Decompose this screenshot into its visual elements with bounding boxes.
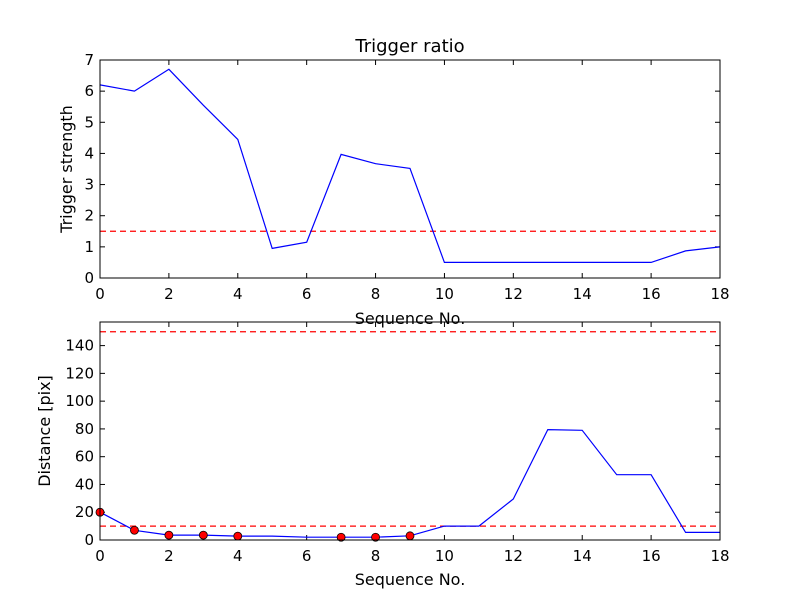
data-point-marker xyxy=(164,530,174,540)
y-tick-label: 40 xyxy=(75,475,94,493)
x-tick-label: 14 xyxy=(573,285,592,303)
plot-frame xyxy=(99,59,721,279)
y-tick-label: 20 xyxy=(75,503,94,521)
x-tick-label: 18 xyxy=(710,285,729,303)
y-tick-label: 1 xyxy=(84,238,94,256)
y-axis-label: Trigger strength xyxy=(57,105,76,234)
data-point-marker xyxy=(336,532,346,542)
data-point-marker xyxy=(233,531,243,541)
y-tick-label: 6 xyxy=(84,82,94,100)
x-tick-label: 18 xyxy=(710,547,729,565)
series-line xyxy=(99,68,721,263)
x-tick-label: 8 xyxy=(371,285,381,303)
data-point-marker xyxy=(130,525,139,535)
x-tick-label: 10 xyxy=(435,547,454,565)
x-tick-label: 6 xyxy=(302,285,312,303)
x-axis-label: Sequence No. xyxy=(355,309,466,328)
x-tick-label: 0 xyxy=(95,547,105,565)
y-tick-label: 4 xyxy=(84,144,94,162)
y-axis-label: Distance [pix] xyxy=(35,375,54,487)
y-tick-label: 60 xyxy=(75,448,94,466)
x-tick-label: 0 xyxy=(95,285,105,303)
y-tick-label: 80 xyxy=(75,420,94,438)
y-tick-label: 100 xyxy=(65,392,94,410)
data-point-marker xyxy=(198,530,208,540)
x-tick-label: 10 xyxy=(435,285,454,303)
x-tick-label: 4 xyxy=(233,285,243,303)
x-tick-label: 4 xyxy=(233,547,243,565)
x-tick-label: 16 xyxy=(642,547,661,565)
x-tick-label: 12 xyxy=(504,285,523,303)
y-tick-label: 2 xyxy=(84,207,94,225)
y-tick-label: 0 xyxy=(84,269,94,287)
y-tick-label: 120 xyxy=(65,364,94,382)
x-tick-label: 12 xyxy=(504,547,523,565)
data-point-marker xyxy=(371,532,380,542)
data-point-marker xyxy=(405,531,415,541)
chart-title: Trigger ratio xyxy=(354,36,464,57)
x-tick-label: 6 xyxy=(302,547,312,565)
y-tick-label: 0 xyxy=(84,531,94,549)
y-tick-label: 3 xyxy=(84,176,94,194)
x-axis-label: Sequence No. xyxy=(355,570,466,589)
plot-frame xyxy=(99,321,721,541)
x-tick-label: 2 xyxy=(164,285,174,303)
y-tick-label: 5 xyxy=(84,113,94,131)
y-tick-label: 140 xyxy=(65,337,94,355)
x-tick-label: 8 xyxy=(371,547,381,565)
x-tick-label: 2 xyxy=(164,547,174,565)
distance-axes: Sequence No. Distance [pix] 0 2 4 6 8 10 12 14 1… xyxy=(35,321,730,589)
x-tick-label: 16 xyxy=(642,285,661,303)
x-tick-label: 14 xyxy=(573,547,592,565)
trigger-ratio-axes: Trigger ratio Sequence No. Trigger stren… xyxy=(57,36,730,328)
y-tick-label: 7 xyxy=(84,51,94,69)
